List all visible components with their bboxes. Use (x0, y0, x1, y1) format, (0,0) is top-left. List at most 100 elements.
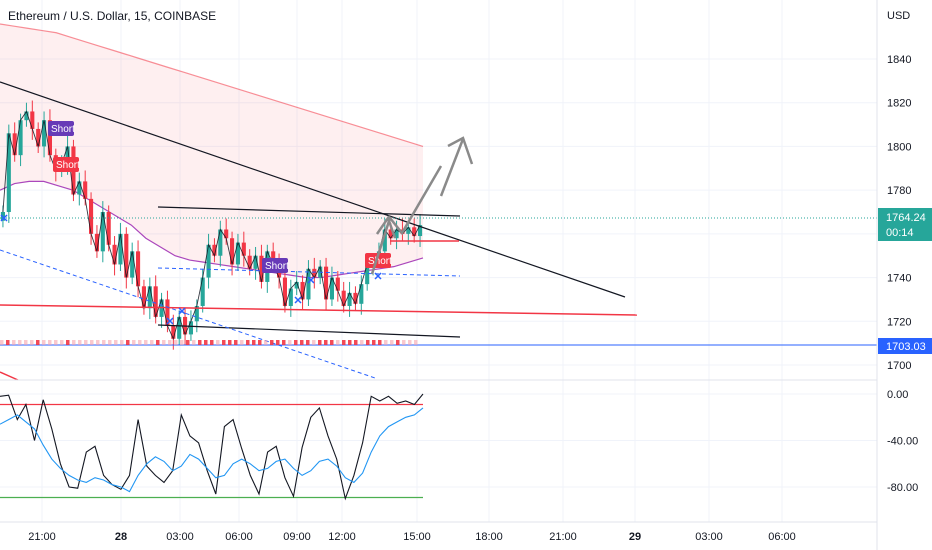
time-tick-label: 03:00 (166, 531, 194, 543)
x-marker-stroke (374, 272, 382, 280)
signal-marker (120, 340, 124, 345)
candle-body (6, 133, 11, 212)
short-signal-label: Short (56, 160, 80, 171)
time-tick-label: 29 (629, 531, 641, 543)
signal-marker (132, 340, 136, 345)
time-axis[interactable]: 21:00 28 03:00 06:00 09:00 12:00 15:00 18:00 21:… (28, 531, 796, 543)
signal-marker (156, 340, 160, 345)
signal-marker (324, 340, 328, 345)
time-tick-label: 03:00 (695, 531, 723, 543)
chart-title: Ethereum / U.S. Dollar, 15, COINBASE (8, 9, 216, 23)
short-signal-label: Short (368, 256, 392, 267)
range-top-line (157, 206, 461, 217)
oscillator-axis[interactable]: 0.00 -40.00 -80.00 (887, 389, 918, 494)
time-tick-label: 12:00 (328, 531, 356, 543)
candle-body (271, 251, 276, 265)
signal-marker (384, 340, 388, 345)
x-marker-stroke (294, 296, 302, 304)
signal-marker (48, 340, 52, 345)
x-marker-stroke (178, 307, 186, 315)
projection-arrow-path (370, 165, 443, 275)
candle-body (259, 255, 264, 282)
projection-arrow-shaft (439, 138, 465, 197)
price-tick-label: 1700 (887, 360, 911, 372)
candle-body (247, 255, 252, 269)
signal-marker (378, 340, 382, 345)
candle-body (136, 251, 141, 287)
candle-body (365, 264, 370, 285)
candle-body (106, 212, 111, 245)
short-signal-tag: Short (365, 253, 392, 268)
candle-body (235, 242, 240, 265)
candle-body (83, 181, 88, 199)
price-tick-label: 1740 (887, 273, 911, 285)
signal-marker (354, 340, 358, 345)
candle-body (165, 299, 170, 326)
signal-marker (90, 340, 94, 345)
dashed-mid-line (157, 267, 461, 277)
time-tick-label: 28 (115, 531, 127, 543)
candle-body (206, 244, 211, 278)
candle-body (324, 266, 329, 300)
signal-marker (258, 340, 262, 345)
signal-marker (408, 340, 412, 345)
ema-band-fill (0, 24, 423, 278)
x-marker (294, 296, 302, 304)
signal-marker (396, 340, 400, 345)
candle-body (241, 242, 246, 256)
signal-marker (246, 340, 250, 345)
signal-marker (312, 340, 316, 345)
signal-marker (186, 340, 190, 345)
candle-body (406, 227, 411, 234)
candle-body (312, 268, 317, 278)
small-arrowhead (375, 215, 397, 239)
candle-body (171, 325, 176, 339)
signal-marker (42, 340, 46, 345)
signal-marker (114, 340, 118, 345)
price-panel[interactable]: Short Short Short Short (0, 23, 877, 381)
signal-marker (342, 340, 346, 345)
signal-marker (108, 340, 112, 345)
candle-body (30, 111, 35, 129)
candle-body (112, 244, 117, 265)
candle-body (188, 321, 193, 335)
candle-body (194, 305, 199, 322)
signal-marker (36, 340, 40, 345)
x-marker (0, 214, 8, 222)
time-tick-label: 06:00 (225, 531, 253, 543)
level-price-tag-bg (878, 338, 932, 354)
signal-marker (270, 340, 274, 345)
signal-marker (54, 340, 58, 345)
currency-label: USD (887, 10, 910, 22)
bar-countdown: 00:14 (886, 227, 914, 239)
signal-marker (150, 340, 154, 345)
short-signal-tag: Short (48, 121, 75, 136)
candle-body (147, 286, 152, 309)
candle-body (335, 277, 340, 291)
signal-marker (210, 340, 214, 345)
oscillator-panel[interactable] (0, 393, 424, 501)
signal-marker (294, 340, 298, 345)
ema-upper-line (0, 23, 424, 148)
last-price-tag-bg (878, 208, 932, 241)
signal-marker (168, 340, 172, 345)
x-marker-stroke (307, 276, 315, 284)
signal-marker (216, 340, 220, 345)
signal-marker (402, 340, 406, 345)
candle-body (47, 120, 52, 156)
signal-marker (0, 340, 4, 345)
short-signal-bg (365, 253, 391, 268)
signal-marker (330, 340, 334, 345)
x-marker (178, 307, 186, 315)
signal-marker (138, 340, 142, 345)
candle-body (353, 292, 358, 304)
candle-body (394, 229, 399, 239)
candle-body (153, 286, 158, 317)
dashed-channel-line (0, 249, 376, 379)
candle-body (288, 288, 293, 306)
level-price-value: 1703.03 (886, 341, 926, 353)
candle-body (418, 225, 423, 237)
candle-body (306, 268, 311, 300)
